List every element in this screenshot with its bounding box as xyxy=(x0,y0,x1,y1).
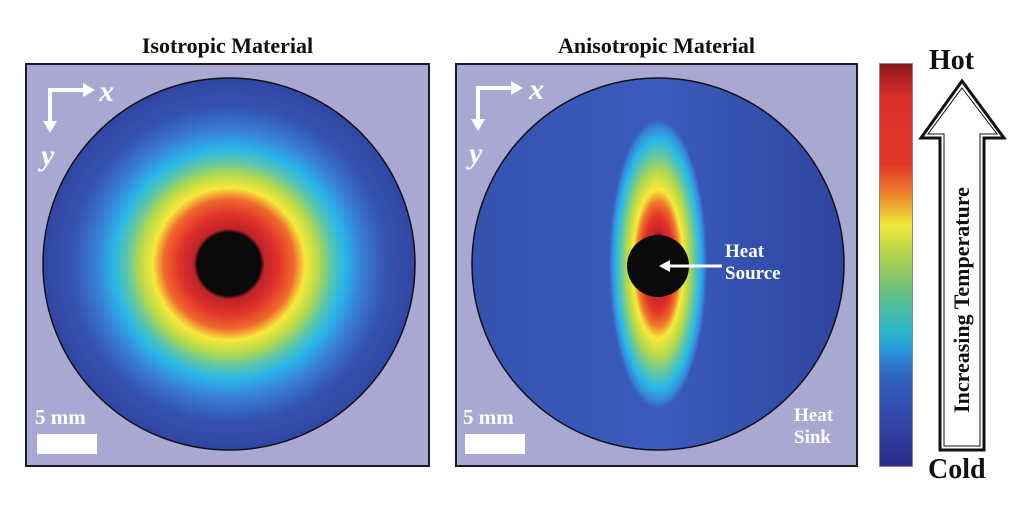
increasing-temperature-arrow-icon xyxy=(918,78,1007,452)
heat-source-arrow-icon xyxy=(659,260,722,272)
panel-title-isotropic: Isotropic Material xyxy=(141,33,314,58)
heat-source-label: Heat Source xyxy=(725,241,781,284)
anisotropic-panel: x y Heat Source Heat Sink 5 mm xyxy=(455,63,858,467)
isotropic-disk xyxy=(42,77,416,451)
hot-label: Hot xyxy=(929,45,975,76)
arrow-label: Increasing Temperature xyxy=(949,187,974,413)
heat-sink-label: Heat Sink xyxy=(794,405,834,448)
x-axis-label: x xyxy=(529,73,544,106)
anisotropic-heatmap xyxy=(471,77,845,451)
scale-bar-label: 5 mm xyxy=(35,405,86,429)
x-axis-label: x xyxy=(99,75,114,108)
y-axis-label: y xyxy=(469,137,483,170)
scale-bar xyxy=(465,434,525,454)
isotropic-heatmap xyxy=(42,77,416,451)
panel-title-anisotropic: Anisotropic Material xyxy=(558,33,755,58)
axes-icon xyxy=(43,83,95,133)
axes-icon xyxy=(471,81,523,131)
isotropic-panel: x y 5 mm xyxy=(25,63,430,467)
scale-bar-label: 5 mm xyxy=(463,405,514,429)
cold-label: Cold xyxy=(928,454,986,485)
scale-bar xyxy=(37,434,97,454)
temperature-colorbar xyxy=(879,63,913,467)
y-axis-label: y xyxy=(41,139,55,172)
anisotropic-disk xyxy=(471,77,845,451)
heat-source-marker xyxy=(627,235,689,297)
